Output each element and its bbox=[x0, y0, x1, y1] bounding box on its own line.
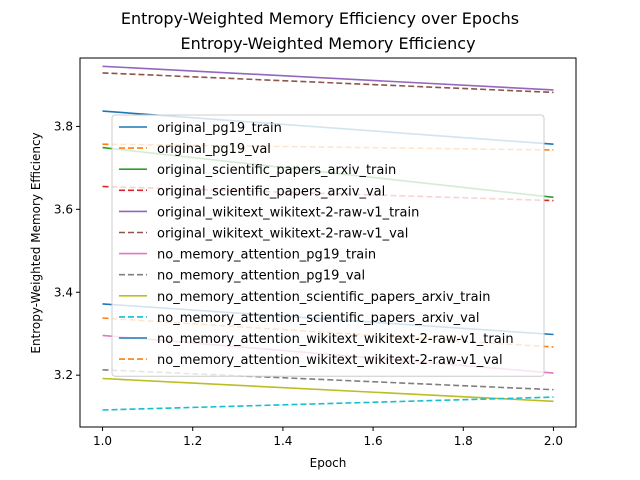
axis-ticks: 1.0 1.2 1.4 1.6 1.8 2.0 3.2 3.4 3.6 3.8 bbox=[54, 119, 563, 448]
x-tick-label: 1.8 bbox=[454, 434, 473, 448]
legend-entry-label: no_memory_attention_scientific_papers_ar… bbox=[157, 290, 490, 305]
y-tick-label: 3.4 bbox=[54, 285, 73, 299]
y-tick-label: 3.8 bbox=[54, 119, 73, 133]
x-axis-label: Epoch bbox=[310, 456, 347, 470]
legend-entry-label: original_scientific_papers_arxiv_val bbox=[157, 184, 385, 199]
x-tick-label: 1.4 bbox=[273, 434, 292, 448]
x-tick-label: 1.2 bbox=[183, 434, 202, 448]
series-line-10 bbox=[102, 396, 554, 411]
y-axis-label: Entropy-Weighted Memory Efficiency bbox=[29, 132, 43, 353]
x-tick-label: 2.0 bbox=[544, 434, 563, 448]
series-line-5 bbox=[102, 65, 554, 91]
series-line-6 bbox=[102, 72, 554, 94]
legend: original_pg19_train original_pg19_valorig… bbox=[111, 114, 545, 377]
chart-title: Entropy-Weighted Memory Efficiency bbox=[180, 34, 475, 53]
legend-entry-label: original_pg19_train bbox=[157, 121, 282, 136]
legend-box bbox=[111, 114, 545, 377]
x-tick-label: 1.0 bbox=[93, 434, 112, 448]
figure-suptitle: Entropy-Weighted Memory Efficiency over … bbox=[121, 9, 519, 28]
legend-entry-label: original_wikitext_wikitext-2-raw-v1_val bbox=[157, 227, 408, 242]
legend-entry-label: no_memory_attention_wikitext_wikitext-2-… bbox=[157, 353, 503, 368]
axes-frame bbox=[79, 57, 577, 428]
y-tick-label: 3.6 bbox=[54, 202, 73, 216]
series-line-9 bbox=[102, 377, 554, 403]
legend-entry-label: no_memory_attention_wikitext_wikitext-2-… bbox=[157, 332, 514, 347]
y-tick-label: 3.2 bbox=[54, 368, 73, 382]
legend-entry-label: original_wikitext_wikitext-2-raw-v1_trai… bbox=[157, 205, 419, 220]
x-tick-label: 1.6 bbox=[364, 434, 383, 448]
legend-entry-label: original_scientific_papers_arxiv_train bbox=[157, 163, 396, 178]
legend-entry-label: no_memory_attention_pg19_val bbox=[157, 269, 365, 284]
legend-entry-label: original_pg19_val bbox=[157, 142, 271, 157]
legend-entry-label: no_memory_attention_scientific_papers_ar… bbox=[157, 311, 479, 326]
legend-entry-label: no_memory_attention_pg19_train bbox=[157, 248, 376, 263]
